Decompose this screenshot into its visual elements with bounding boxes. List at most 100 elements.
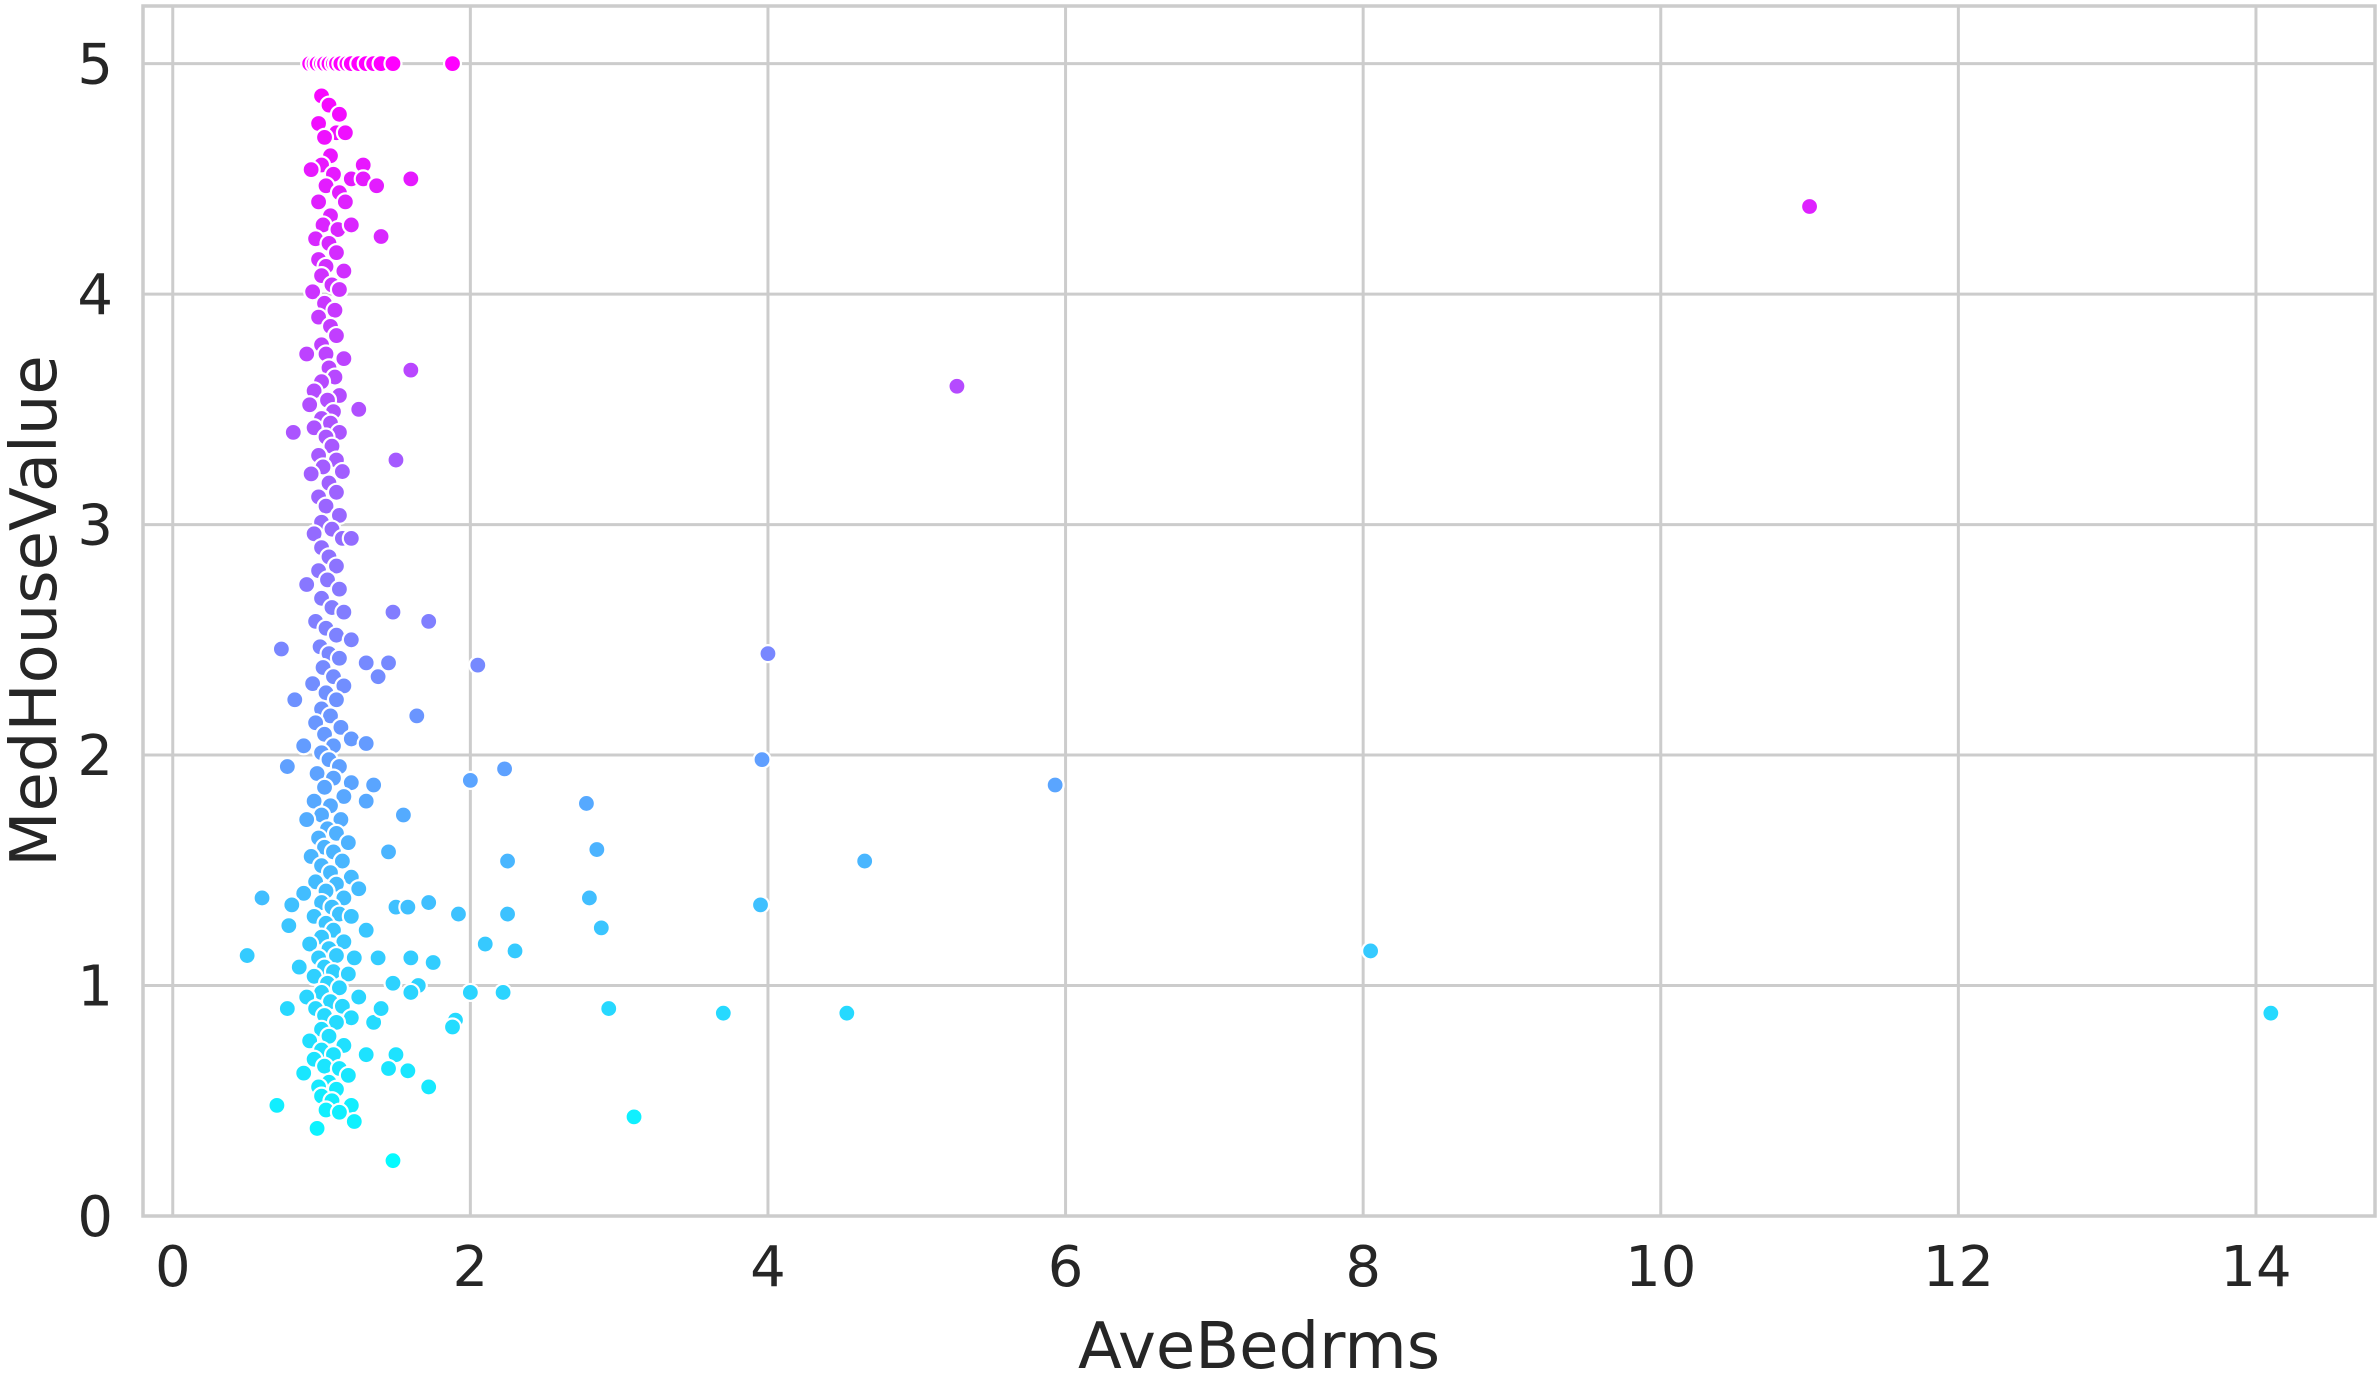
y-tick-label: 3	[77, 494, 113, 559]
data-point	[423, 952, 443, 973]
data-point	[332, 461, 352, 482]
data-point	[300, 395, 320, 415]
data-point	[401, 360, 421, 380]
data-point	[300, 934, 320, 954]
data-point	[493, 982, 513, 1003]
data-point	[576, 793, 597, 814]
data-point	[505, 941, 525, 961]
data-point	[329, 104, 350, 124]
y-tick-label: 5	[77, 33, 113, 98]
y-tick-labels: 0 1 2 3 4 5	[77, 33, 113, 1250]
x-tick-label: 0	[155, 1235, 191, 1300]
y-axis-label: MedHouseValue	[0, 355, 72, 867]
data-point	[326, 243, 347, 263]
x-tick-label: 4	[750, 1235, 786, 1300]
data-point	[329, 1102, 350, 1122]
data-point	[329, 978, 350, 998]
data-point	[301, 160, 321, 180]
data-point	[335, 192, 355, 212]
y-tick-label: 0	[77, 1185, 113, 1250]
data-point	[334, 602, 354, 622]
data-point	[401, 169, 421, 189]
data-point	[329, 648, 350, 668]
data-point	[277, 998, 297, 1019]
data-point	[393, 805, 413, 825]
data-point	[356, 791, 376, 811]
data-point	[294, 736, 314, 756]
data-point	[356, 920, 376, 940]
data-point	[338, 1065, 358, 1086]
data-point	[401, 948, 421, 968]
data-point	[297, 809, 317, 830]
data-point	[271, 639, 291, 659]
data-point	[624, 1107, 644, 1127]
data-point	[475, 934, 495, 954]
data-point	[341, 906, 361, 926]
data-point	[442, 1017, 463, 1037]
data-point	[497, 851, 518, 871]
data-point	[368, 667, 388, 687]
data-point	[326, 556, 347, 576]
data-point	[344, 1111, 364, 1132]
data-point	[307, 1118, 327, 1139]
x-tick-label: 2	[453, 1235, 489, 1300]
data-point	[341, 528, 361, 549]
data-point	[587, 839, 607, 860]
data-point	[599, 998, 619, 1019]
data-point	[837, 1003, 857, 1023]
data-point	[579, 888, 600, 908]
y-tick-label: 2	[77, 724, 113, 789]
data-point	[329, 279, 350, 300]
data-point	[341, 630, 361, 650]
data-point	[326, 690, 347, 710]
data-point	[378, 1058, 399, 1079]
data-point	[285, 690, 305, 710]
data-point	[335, 123, 355, 143]
data-point	[356, 733, 376, 754]
x-tick-label: 12	[1923, 1235, 1994, 1300]
data-point	[294, 883, 314, 903]
data-point	[371, 998, 391, 1019]
data-point	[326, 325, 347, 346]
data-point	[303, 673, 323, 694]
data-point	[1799, 196, 1820, 217]
data-point	[378, 653, 399, 673]
data-point	[750, 895, 771, 915]
data-point	[283, 422, 303, 442]
data-point	[855, 851, 875, 871]
data-point	[448, 904, 469, 924]
data-point	[279, 915, 299, 936]
data-point	[356, 653, 376, 673]
data-point	[419, 1077, 439, 1097]
data-point	[329, 579, 350, 599]
data-point	[334, 786, 354, 807]
data-point	[341, 215, 361, 235]
data-point	[383, 1151, 403, 1171]
data-point	[325, 300, 345, 320]
data-point	[297, 574, 317, 595]
data-points	[237, 54, 2281, 1171]
data-point	[371, 226, 391, 247]
data-point	[338, 964, 358, 984]
data-point	[442, 54, 463, 74]
data-point	[378, 842, 399, 862]
data-point	[2261, 1003, 2281, 1023]
data-point	[367, 176, 387, 196]
data-point	[494, 759, 515, 779]
data-point	[294, 1063, 314, 1083]
grid	[143, 6, 2375, 1218]
data-point	[237, 945, 257, 966]
data-point	[356, 1045, 376, 1065]
x-tick-label: 14	[2220, 1235, 2291, 1300]
data-point	[407, 706, 427, 726]
data-point	[332, 851, 352, 871]
data-point	[758, 644, 778, 664]
data-point	[401, 982, 421, 1003]
data-point	[1360, 941, 1381, 961]
data-point	[1045, 775, 1065, 795]
data-point	[383, 973, 403, 993]
data-point	[326, 482, 347, 502]
data-point	[468, 655, 488, 675]
